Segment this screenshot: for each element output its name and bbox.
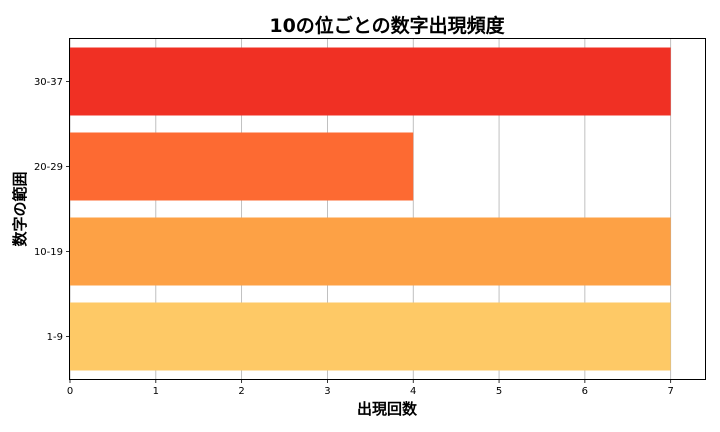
bars (70, 47, 671, 371)
y-tick-label-10-19: 10-19 (34, 247, 63, 258)
x-tick-label-6: 6 (582, 386, 588, 397)
y-tick-label-1-9: 1-9 (47, 332, 63, 343)
x-tick-label-1: 1 (153, 386, 159, 397)
x-tick-label-5: 5 (496, 386, 502, 397)
x-tick-label-0: 0 (67, 386, 73, 397)
bar-1-9 (70, 302, 671, 371)
x-tick-label-4: 4 (410, 386, 416, 397)
y-tick-label-20-29: 20-29 (34, 162, 63, 173)
bar-20-29 (70, 132, 414, 201)
x-axis-label: 出現回数 (357, 400, 418, 418)
x-tick-label-7: 7 (667, 386, 673, 397)
y-axis-label: 数字の範囲 (11, 171, 29, 246)
x-tick-label-3: 3 (324, 386, 330, 397)
bar-10-19 (70, 217, 671, 286)
chart-title: 10の位ごとの数字出現頻度 (269, 14, 505, 37)
y-tick-label-30-37: 30-37 (34, 77, 63, 88)
plot-frame (69, 38, 706, 380)
y-ticks: 1-9 10-19 20-29 30-37 (34, 77, 70, 343)
x-tick-label-2: 2 (238, 386, 244, 397)
bar-30-37 (70, 47, 671, 116)
x-ticks: 0 1 2 3 4 5 6 7 (67, 379, 674, 397)
